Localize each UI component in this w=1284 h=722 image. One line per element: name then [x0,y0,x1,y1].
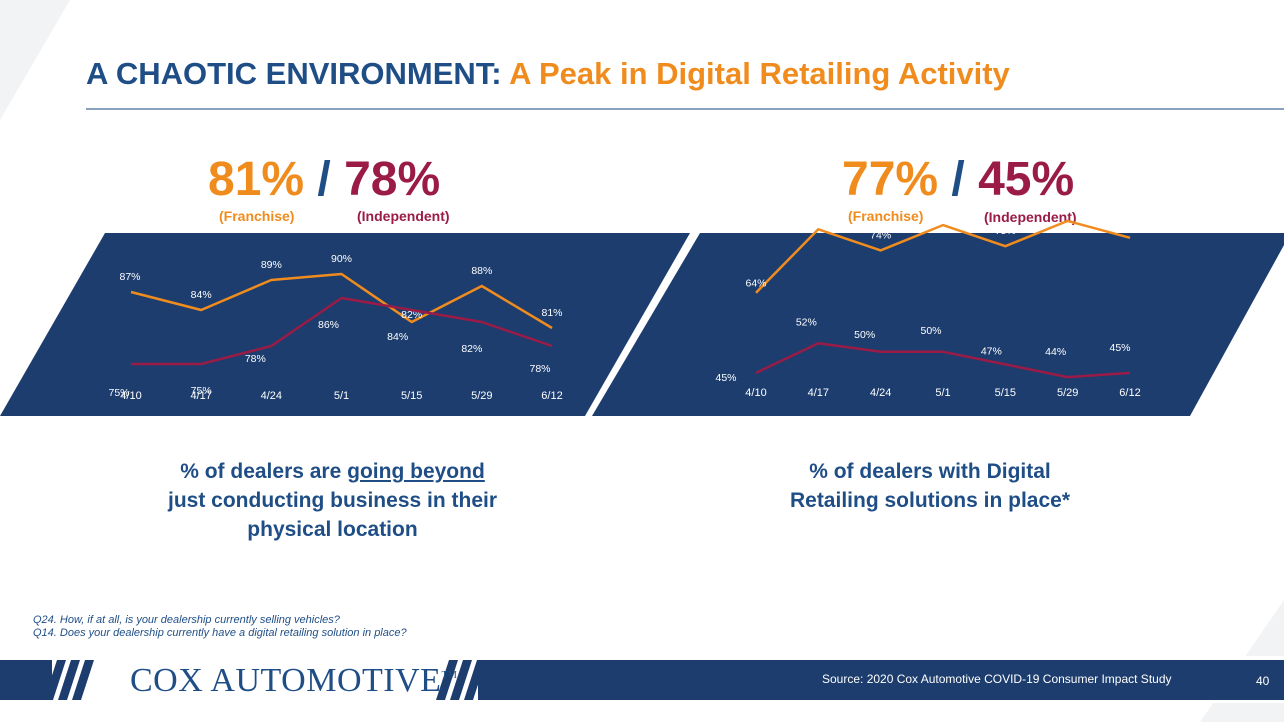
footnote-q14: Q14. Does your dealership currently have… [33,627,407,639]
left-franchise-label: (Franchise) [219,208,295,224]
right-x-tick-3: 5/1 [935,387,950,399]
source-note: Source: 2020 Cox Automotive COVID-19 Con… [822,672,1172,686]
footer-band [478,660,1284,700]
right-x-tick-5: 5/29 [1057,387,1078,399]
footer-bar [0,656,1284,703]
right-x-tick-0: 4/10 [745,387,766,399]
left-x-tick-2: 4/24 [261,390,282,402]
right-franchise-label-0: 64% [745,278,766,290]
left-x-tick-0: 4/10 [120,390,141,402]
left-franchise-label-0: 87% [119,271,140,283]
left-x-tick-4: 5/15 [401,390,422,402]
left-chart-panel [0,233,690,416]
logo-text: COX AUTOMOTIVE [130,662,442,699]
right-franchise-label-6: 77% [1129,217,1150,229]
logo-tm: TM [441,670,458,681]
left-caption-pre: % of dealers are [180,460,342,483]
left-franchise-label-5: 88% [471,265,492,277]
right-independent-label-0: 45% [715,372,736,384]
right-franchise-label-5: 81% [1057,200,1078,212]
right-franchise-label: (Franchise) [848,208,924,224]
left-x-tick-3: 5/1 [334,390,349,402]
right-independent-label-5: 44% [1045,346,1066,358]
right-independent-label-2: 50% [854,329,875,341]
right-separator: / [951,153,965,206]
right-caption-line2: Retailing solutions in place* [789,489,1071,512]
left-x-tick-1: 4/17 [190,390,211,402]
right-x-tick-6: 6/12 [1119,387,1140,399]
left-series-independent-line [131,296,553,366]
right-independent-label: (Independent) [984,209,1077,225]
title-rule [86,108,1284,110]
right-independent-pct: 45% [978,153,1075,206]
left-independent-label-0: 75% [108,387,129,399]
right-franchise-pct: 77% [842,153,939,206]
left-independent-label: (Independent) [357,208,450,224]
left-caption-underlined: going beyond [347,460,485,483]
title-main: A CHAOTIC ENVIRONMENT: [86,56,502,91]
right-independent-label-1: 52% [796,316,817,328]
left-independent-label-4: 84% [387,331,408,343]
right-headline-stat: 77% / 45% [842,152,1074,207]
page-title: A CHAOTIC ENVIRONMENT: A Peak in Digital… [86,56,1010,92]
left-independent-label-3: 86% [318,319,339,331]
right-franchise-label-4: 75% [995,225,1016,237]
left-caption-line2: just conducting business in their [167,489,498,512]
right-series-independent-line [755,342,1131,379]
left-independent-pct: 78% [344,153,441,206]
page-number: 40 [1256,674,1270,688]
left-franchise-label-6: 81% [541,307,562,319]
footnote-q24: Q24. How, if at all, is your dealership … [33,614,340,626]
left-franchise-pct: 81% [208,153,305,206]
right-independent-label-3: 50% [920,325,941,337]
left-independent-label-5: 82% [461,343,482,355]
slash-mark [44,660,66,700]
left-series-franchise-line [130,272,553,330]
left-independent-label-1: 75% [191,385,212,397]
left-franchise-label-3: 90% [331,253,352,265]
right-independent-label-4: 47% [981,345,1002,357]
footnotes: Q24. How, if at all, is your dealership … [33,614,407,640]
corner-decoration [0,0,70,120]
left-independent-label-6: 78% [529,363,550,375]
right-independent-label-6: 45% [1109,342,1130,354]
left-independent-label-2: 78% [245,353,266,365]
right-x-tick-4: 5/15 [995,387,1016,399]
right-caption: % of dealers with Digital Retailing solu… [710,457,1150,515]
left-caption: % of dealers are going beyond just condu… [110,457,555,544]
left-separator: / [317,153,331,206]
right-x-tick-1: 4/17 [808,387,829,399]
right-series-franchise-line [755,219,1131,294]
left-caption-line3: physical location [247,518,418,541]
right-chart-panel [592,233,1284,416]
title-sub: A Peak in Digital Retailing Activity [509,56,1010,91]
left-x-tick-5: 5/29 [471,390,492,402]
left-headline-stat: 81% / 78% [208,152,440,207]
cox-automotive-logo: COX AUTOMOTIVETM [130,662,457,700]
right-x-tick-2: 4/24 [870,387,891,399]
right-caption-line1: % of dealers with Digital [809,460,1051,483]
right-franchise-label-1: 79% [808,208,829,220]
left-franchise-label-1: 84% [191,289,212,301]
right-franchise-label-2: 74% [870,229,891,241]
left-x-tick-6: 6/12 [541,390,562,402]
right-franchise-label-3: 80% [932,204,953,216]
left-franchise-label-2: 89% [261,259,282,271]
